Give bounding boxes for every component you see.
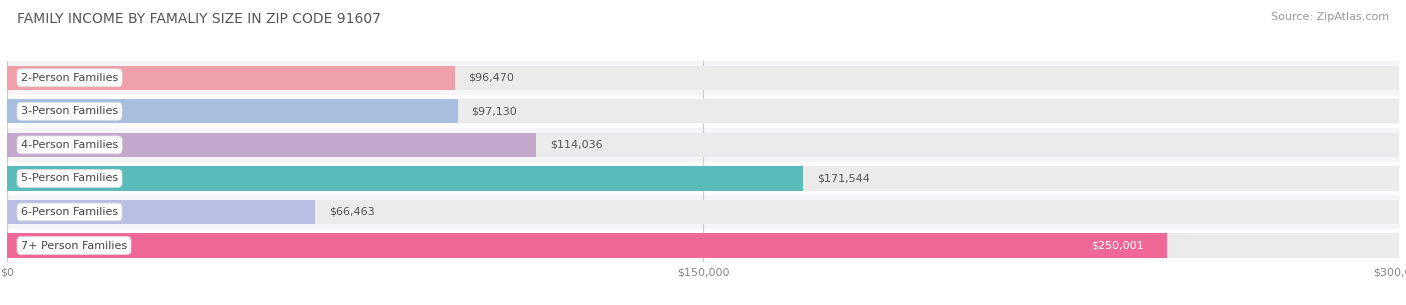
Bar bbox=[7, 66, 1399, 90]
Text: $250,001: $250,001 bbox=[1091, 241, 1144, 250]
Bar bbox=[7, 99, 458, 124]
Bar bbox=[7, 166, 1399, 191]
Text: FAMILY INCOME BY FAMALIY SIZE IN ZIP CODE 91607: FAMILY INCOME BY FAMALIY SIZE IN ZIP COD… bbox=[17, 12, 381, 26]
Bar bbox=[7, 133, 536, 157]
Text: $66,463: $66,463 bbox=[329, 207, 375, 217]
Bar bbox=[7, 229, 1399, 262]
Text: 5-Person Families: 5-Person Families bbox=[21, 174, 118, 183]
Bar bbox=[7, 233, 1399, 258]
Bar bbox=[7, 233, 1167, 258]
Bar bbox=[7, 200, 1399, 224]
Text: Source: ZipAtlas.com: Source: ZipAtlas.com bbox=[1271, 12, 1389, 22]
Bar bbox=[7, 128, 1399, 162]
Bar bbox=[7, 99, 1399, 124]
Bar bbox=[7, 162, 1399, 195]
Bar bbox=[7, 66, 454, 90]
Text: 6-Person Families: 6-Person Families bbox=[21, 207, 118, 217]
Bar bbox=[7, 166, 803, 191]
Text: $171,544: $171,544 bbox=[817, 174, 870, 183]
Bar bbox=[7, 195, 1399, 229]
Text: 7+ Person Families: 7+ Person Families bbox=[21, 241, 127, 250]
Text: $96,470: $96,470 bbox=[468, 73, 515, 83]
Text: 2-Person Families: 2-Person Families bbox=[21, 73, 118, 83]
Text: 3-Person Families: 3-Person Families bbox=[21, 106, 118, 116]
Bar bbox=[7, 95, 1399, 128]
Text: $114,036: $114,036 bbox=[550, 140, 603, 150]
Text: 4-Person Families: 4-Person Families bbox=[21, 140, 118, 150]
Text: $97,130: $97,130 bbox=[471, 106, 517, 116]
Bar bbox=[7, 133, 1399, 157]
Bar bbox=[7, 200, 315, 224]
Bar bbox=[7, 61, 1399, 95]
